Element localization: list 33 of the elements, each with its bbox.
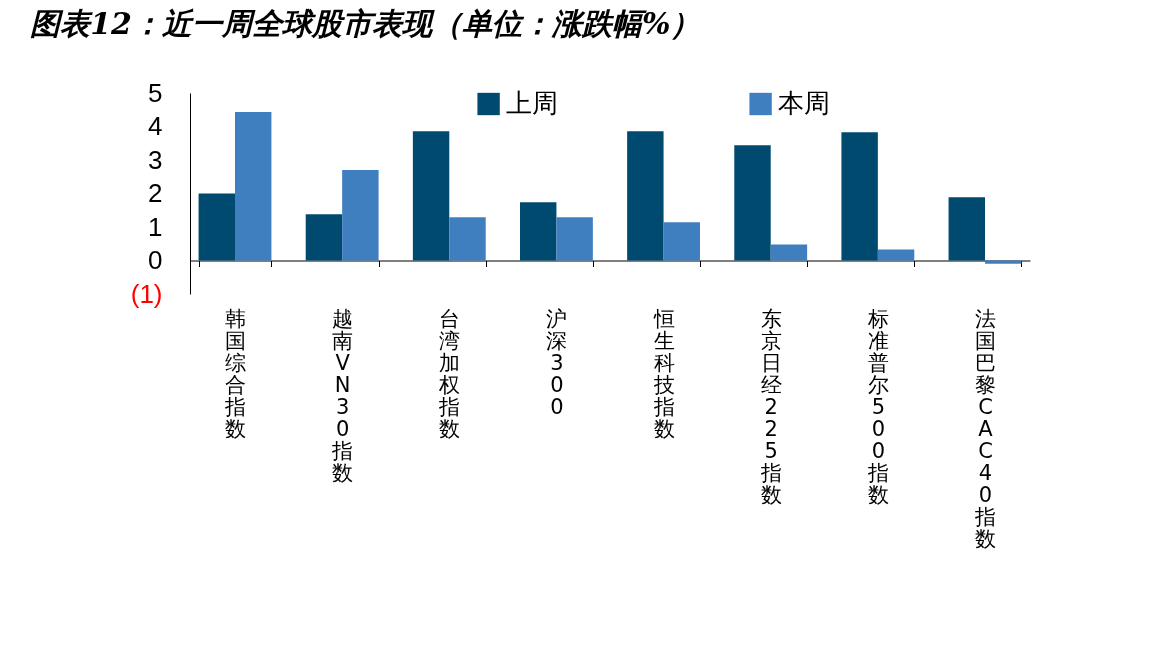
bar: [556, 217, 593, 261]
bar: [770, 244, 808, 261]
bar: [734, 145, 771, 261]
legend-label: 上周: [505, 88, 558, 118]
bar: [663, 222, 700, 261]
bar: [877, 249, 915, 261]
y-tick-label: 0: [148, 245, 163, 275]
chart-title: 图表12：近一周全球股市表现（单位：涨跌幅%）: [30, 6, 701, 41]
bar: [412, 131, 450, 261]
bar: [627, 131, 664, 261]
category-label: 标准普尔500 指数: [867, 306, 889, 507]
category-label: 法国巴黎CAC40 指数: [975, 306, 996, 551]
y-tick-label: 1: [148, 211, 163, 242]
bar: [305, 214, 343, 261]
y-tick-label: 4: [148, 111, 163, 141]
x-tick-label: 韩国综合指数: [224, 306, 246, 441]
legend-label: 本周: [777, 88, 830, 118]
category-label: 东京日经225 指数: [760, 306, 782, 507]
x-tick-label: 越南VN30 指数: [331, 306, 354, 485]
y-tick-label: 2: [148, 178, 163, 208]
x-tick-label: 沪深300: [546, 306, 568, 419]
bar: [235, 112, 272, 261]
bar: [948, 197, 985, 261]
bar: [342, 170, 379, 261]
x-tick-label: 恒生科技指数: [652, 306, 675, 441]
y-tick-label: 5: [148, 77, 163, 108]
x-tick-label: 台湾加权指数: [438, 306, 461, 441]
y-tick-label: 3: [148, 144, 163, 175]
bar: [841, 132, 878, 261]
bar: [520, 202, 557, 261]
bar: [449, 217, 486, 261]
bar: [198, 193, 235, 261]
y-tick-label: (1): [130, 278, 163, 309]
